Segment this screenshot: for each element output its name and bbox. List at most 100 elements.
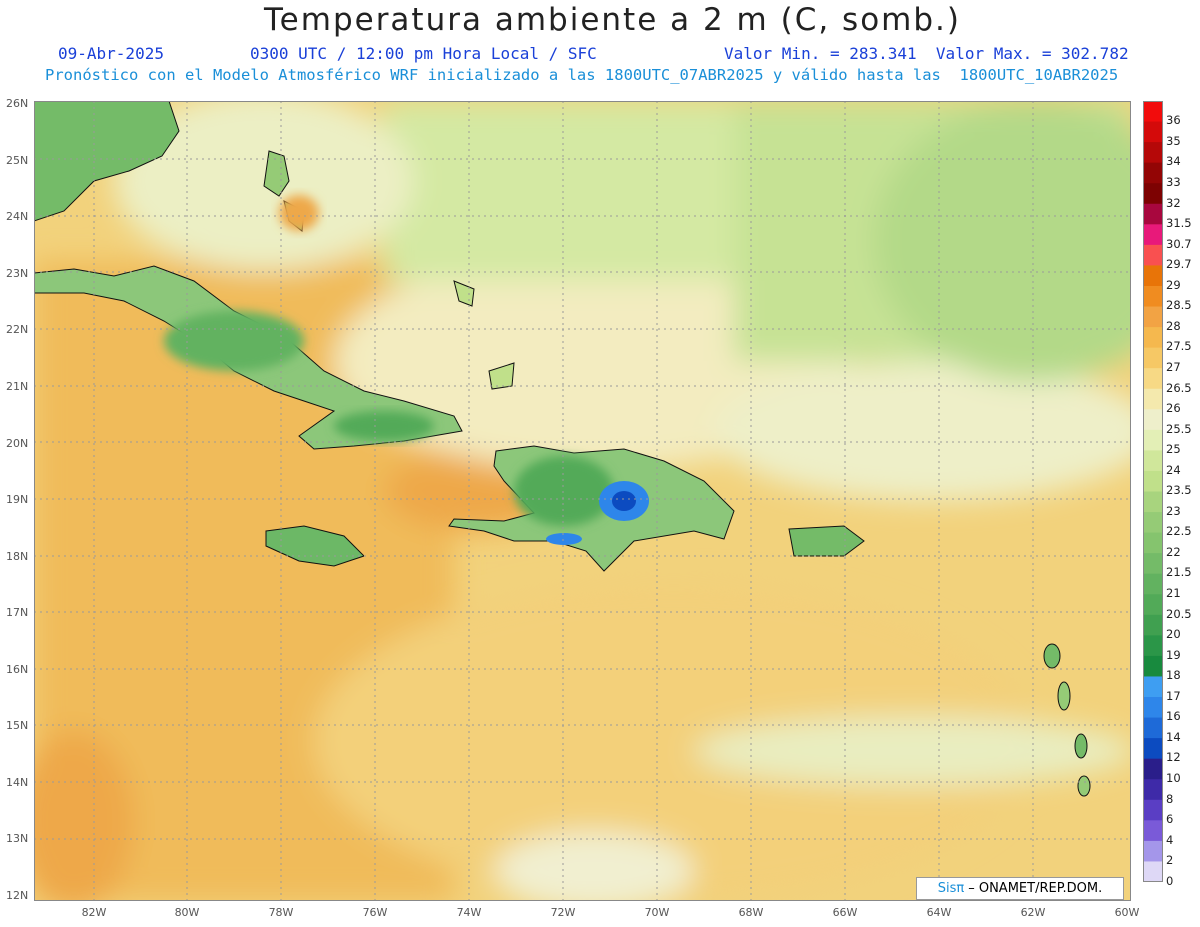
colorbar-swatch [1143,327,1163,349]
colorbar-label: 22 [1166,544,1181,559]
colorbar-swatch [1143,470,1163,492]
colorbar-swatch [1143,779,1163,801]
lat-label: 13N [6,832,29,845]
colorbar-label: 17 [1166,688,1181,703]
colorbar-swatch [1143,697,1163,719]
colorbar-swatch [1143,717,1163,739]
colorbar-swatch [1143,121,1163,143]
colorbar-label: 35 [1166,133,1181,148]
colorbar-swatch [1143,512,1163,534]
graticule [34,101,1131,901]
map-title: Temperatura ambiente a 2 m (C, somb.) [264,2,961,38]
model-info-label: Pronóstico con el Modelo Atmosférico WRF… [45,66,1119,84]
colorbar-label: 0 [1166,873,1174,888]
lon-label: 68W [738,906,764,919]
colorbar-swatch [1143,347,1163,369]
colorbar-frame [1143,101,1163,882]
colorbar-label: 26 [1166,401,1181,415]
colorbar-swatch [1143,676,1163,698]
colorbar-swatch [1143,409,1163,431]
colorbar-label: 28.5 [1166,298,1192,313]
lon-label: 62W [1020,906,1046,919]
colorbar-swatch [1143,573,1163,595]
colorbar-label: 21 [1166,586,1181,600]
colorbar-swatch [1143,594,1163,616]
temperature-shading [34,101,1131,901]
lon-label: 82W [81,906,107,919]
colorbar-swatch [1143,614,1163,636]
colorbar-label: 14 [1166,729,1181,744]
colorbar-label: 23 [1166,503,1181,518]
colorbar-label: 6 [1166,812,1174,827]
colorbar-label: 30.7 [1166,236,1192,251]
lat-label: 24N [6,210,29,223]
lat-label: 23N [6,267,29,280]
colorbar-label: 29.7 [1166,257,1192,272]
colorbar-label: 4 [1166,832,1174,847]
credit-text: – ONAMET/REP.DOM. [968,881,1103,896]
lon-label: 74W [456,906,482,919]
colorbar-swatch [1143,861,1163,882]
lat-label: 14N [6,776,29,789]
colorbar-swatch [1143,635,1163,657]
minmax-label: Valor Min. = 283.341 Valor Max. = 302.78… [724,44,1129,63]
colorbar-swatch [1143,285,1163,308]
colorbar-label: 18 [1166,668,1181,683]
colorbar-swatch [1143,532,1163,554]
lat-label: 22N [6,323,29,336]
lat-label: 26N [6,97,29,110]
colorbar [1143,101,1163,882]
lat-label: 25N [6,154,29,167]
colorbar-swatch [1143,368,1163,390]
colorbar-swatch [1143,840,1163,862]
colorbar-label: 32 [1166,195,1181,210]
lat-label: 20N [6,437,29,450]
lon-label: 72W [550,906,576,919]
colorbar-label: 16 [1166,709,1181,724]
colorbar-label: 22.5 [1166,524,1192,539]
lat-label: 19N [6,493,29,506]
colorbar-swatch [1143,183,1163,205]
colorbar-swatch [1143,738,1163,760]
lat-label: 12N [6,889,29,902]
colorbar-label: 28 [1166,318,1181,333]
credit-brand: Sisπ [937,881,965,896]
time-label: 0300 UTC / 12:00 pm Hora Local / SFC [250,44,597,63]
colorbar-label: 33 [1166,174,1181,189]
colorbar-label: 27.5 [1166,339,1192,354]
colorbar-swatch [1143,306,1163,328]
temperature-map [34,101,1131,901]
lon-label: 64W [926,906,952,919]
colorbar-label: 12 [1166,750,1181,765]
colorbar-label: 20.5 [1166,606,1192,621]
colorbar-swatch [1143,224,1163,246]
colorbar-swatch [1143,450,1163,472]
colorbar-label: 31.5 [1166,216,1192,230]
colorbar-label: 2 [1166,853,1174,868]
colorbar-swatch [1143,101,1163,123]
lat-label: 17N [6,606,29,619]
lat-label: 15N [6,719,29,732]
colorbar-label: 36 [1166,113,1181,128]
colorbar-label: 26.5 [1166,380,1192,395]
colorbar-swatch [1143,244,1163,266]
colorbar-label: 27 [1166,359,1181,374]
colorbar-swatch [1143,799,1163,821]
colorbar-label: 29 [1166,277,1181,292]
lat-label: 21N [6,380,29,393]
colorbar-label: 24 [1166,462,1181,477]
colorbar-swatch [1143,265,1163,287]
lon-label: 66W [832,906,858,919]
colorbar-label: 8 [1166,791,1174,806]
colorbar-swatch [1143,655,1163,677]
colorbar-swatch [1143,553,1163,575]
colorbar-swatch [1143,820,1163,842]
lon-label: 70W [644,906,670,919]
colorbar-label: 20 [1166,627,1181,642]
lon-label: 80W [174,906,200,919]
colorbar-swatch [1143,203,1163,225]
colorbar-label: 23.5 [1166,483,1192,498]
colorbar-swatch [1143,758,1163,780]
colorbar-swatch [1143,491,1163,513]
lat-label: 16N [6,663,29,676]
